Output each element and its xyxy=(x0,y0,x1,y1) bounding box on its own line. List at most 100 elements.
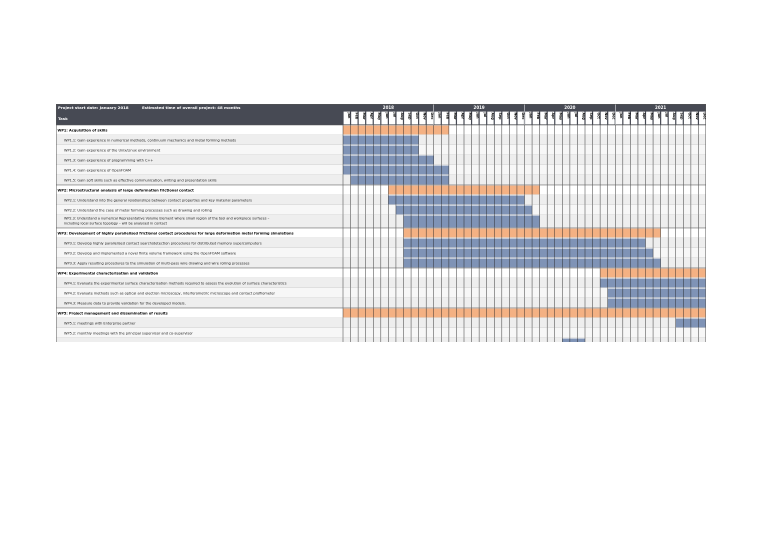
month-cell xyxy=(457,111,464,125)
month-cell xyxy=(426,111,434,125)
month-label: Dec xyxy=(612,113,616,120)
gantt-bar xyxy=(403,248,654,258)
month-cell xyxy=(562,111,570,125)
month-cell xyxy=(381,111,388,125)
gantt-chart: Project start date: January 2018 Estimate… xyxy=(56,104,706,342)
month-cell xyxy=(388,111,396,125)
task-label: WP3.3: Apply resulting procedures to the… xyxy=(64,261,250,265)
month-label: Jul xyxy=(483,112,487,118)
month-cell xyxy=(472,111,479,125)
month-cell xyxy=(449,111,456,125)
month-cell xyxy=(517,111,524,125)
task-label-cont: including local surface topology – will … xyxy=(64,222,168,226)
month-label: Mar xyxy=(634,113,638,121)
month-cell xyxy=(351,111,358,125)
month-cell xyxy=(608,111,615,125)
month-cell xyxy=(441,111,449,125)
month-cell xyxy=(404,111,411,125)
month-label: May xyxy=(649,113,653,121)
month-label: Jun xyxy=(566,112,570,120)
gantt-bar xyxy=(350,175,449,185)
month-cell xyxy=(691,111,698,125)
month-label: Nov xyxy=(695,113,699,121)
month-label: Aug xyxy=(491,113,495,121)
month-cell xyxy=(646,111,653,125)
month-cell xyxy=(540,111,547,125)
month-cell xyxy=(623,111,630,125)
month-cell xyxy=(525,111,532,125)
month-cell xyxy=(661,111,668,125)
month-cell xyxy=(509,111,517,125)
month-cell xyxy=(683,111,691,125)
month-label: Apr xyxy=(460,113,464,120)
month-cell xyxy=(502,111,509,125)
workpackage-label: WP5: Project management and disseminatio… xyxy=(58,311,168,315)
month-label: Jan xyxy=(347,112,351,119)
month-label: Nov xyxy=(604,113,608,121)
month-label: Sep xyxy=(407,113,411,121)
month-cell xyxy=(479,111,487,125)
project-duration-label: Estimated time of overall project: 48 mo… xyxy=(142,105,241,110)
month-label: Jun xyxy=(476,112,480,120)
month-cell xyxy=(396,111,403,125)
workpackage-label: WP3: Development of highly parallelised … xyxy=(58,231,294,235)
month-cell xyxy=(653,111,661,125)
project-start-label: Project start date: January 2018 xyxy=(58,105,129,110)
task-label: WP2.1: Understand into the general relat… xyxy=(64,198,252,202)
year-label-2018: 2018 xyxy=(383,105,394,110)
month-label: May xyxy=(559,113,563,121)
month-cell xyxy=(434,111,441,125)
month-cell xyxy=(570,111,577,125)
task-label: WP1.3: Gain experience of programming wi… xyxy=(64,158,153,162)
task-label: WP1.1: Gain experience in numerical meth… xyxy=(64,138,236,142)
month-label: Oct xyxy=(597,113,601,120)
task-label: WP5.3: international conferences and 2-4… xyxy=(64,341,176,342)
month-label: May xyxy=(468,113,472,121)
month-cell xyxy=(699,111,706,125)
month-label: Jan xyxy=(619,112,623,119)
month-label: Apr xyxy=(642,113,646,120)
month-cell xyxy=(343,111,350,125)
month-label: Nov xyxy=(513,113,517,121)
month-cell xyxy=(676,111,683,125)
task-label: WP1.2: Gain experience of the Unix/Linux… xyxy=(64,148,161,152)
task-label: WP3.1: Develop highly parallelised conta… xyxy=(64,241,262,245)
month-cell xyxy=(419,111,426,125)
month-label: Oct xyxy=(506,113,510,120)
month-label: Dec xyxy=(521,113,525,120)
month-label: Aug xyxy=(672,113,676,121)
month-label: Oct xyxy=(415,113,419,120)
month-label: Feb xyxy=(536,113,540,120)
month-label: Apr xyxy=(551,113,555,120)
month-cell xyxy=(638,111,645,125)
month-label: Mar xyxy=(544,113,548,121)
task-label: WP3.2: Develop and implemented a novel f… xyxy=(64,251,236,255)
month-label: Jul xyxy=(392,112,396,118)
month-label: Dec xyxy=(702,113,706,120)
month-cell xyxy=(464,111,471,125)
month-cell xyxy=(373,111,381,125)
month-label: Sep xyxy=(498,113,502,121)
month-cell xyxy=(494,111,502,125)
workpackage-label: WP4: Experimental characterisation and v… xyxy=(58,271,159,275)
year-label-2021: 2021 xyxy=(655,105,666,110)
month-label: Jan xyxy=(438,112,442,119)
chart-border xyxy=(56,104,706,342)
task-label: WP2.3: Understand a numerical Representa… xyxy=(64,217,270,221)
month-label: Jul xyxy=(665,112,669,118)
gantt-bar xyxy=(607,298,706,308)
month-label: Feb xyxy=(355,113,359,120)
month-label: Aug xyxy=(581,113,585,121)
month-label: May xyxy=(377,113,381,121)
month-label: Jan xyxy=(528,112,532,119)
task-label: WP1.5: Gain soft skills such as effectiv… xyxy=(64,178,217,182)
month-cell xyxy=(532,111,540,125)
month-cell xyxy=(585,111,592,125)
month-label: Dec xyxy=(430,113,434,120)
gantt-bar xyxy=(562,338,585,342)
month-label: Jun xyxy=(657,112,661,120)
task-label: WP2.2: Understand the case of metal form… xyxy=(64,208,212,212)
month-label: Nov xyxy=(423,113,427,121)
month-label: Apr xyxy=(370,113,374,120)
month-label: Feb xyxy=(445,113,449,120)
